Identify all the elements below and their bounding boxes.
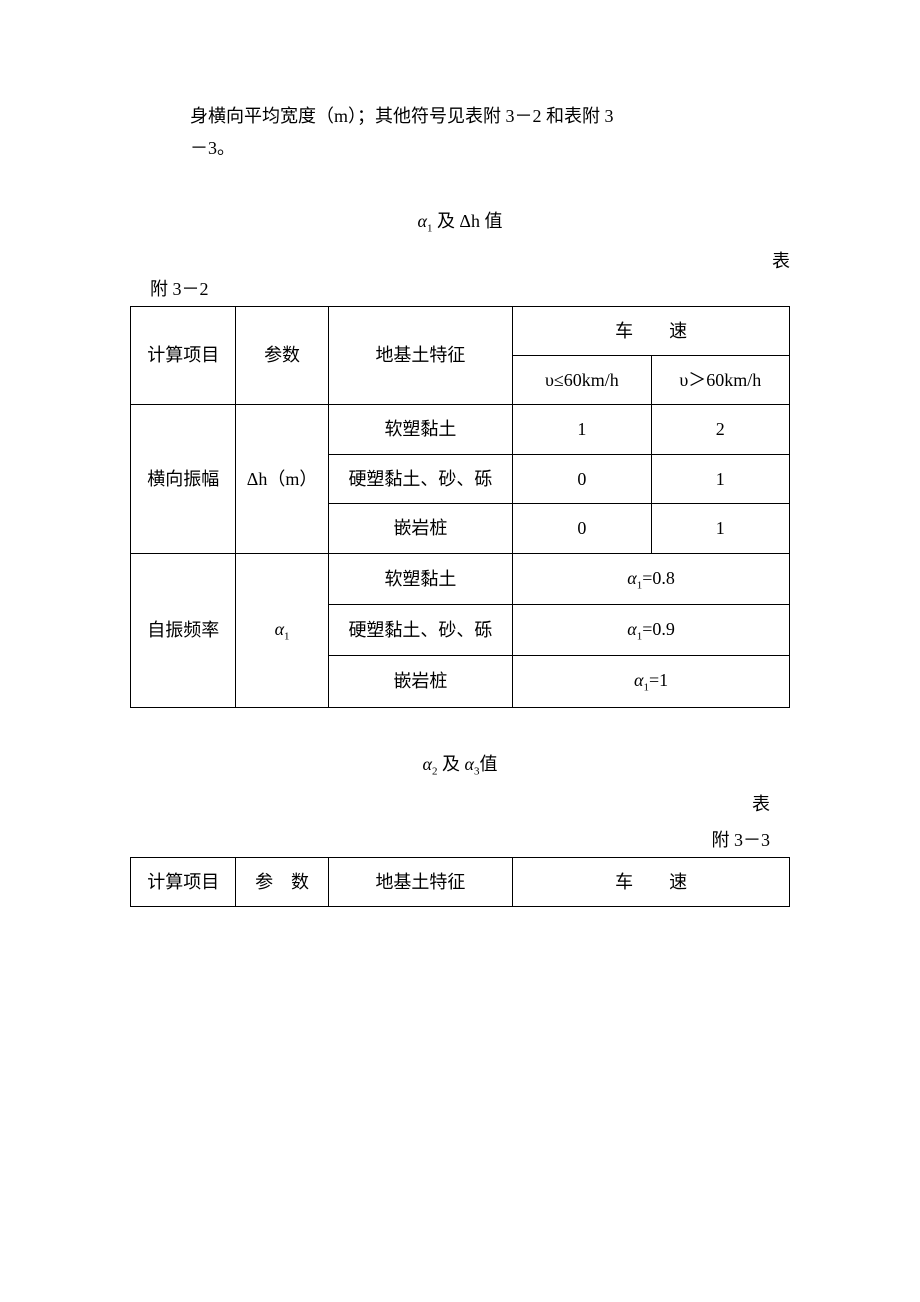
- table-row: 计算项目 参 数 地基土特征 车 速: [131, 857, 790, 906]
- cell: 1: [513, 405, 651, 454]
- table2-label-1: 表: [130, 788, 770, 820]
- col-header: 计算项目: [131, 306, 236, 405]
- intro-line1: 身横向平均宽度（m）；其他符号见表附 3－2 和表附 3: [190, 106, 614, 126]
- table1-title: α1 及 Δh 值: [130, 205, 790, 239]
- cell: α1=0.9: [513, 604, 790, 655]
- cell: α1: [236, 553, 328, 707]
- col-header: 车 速: [513, 857, 790, 906]
- table2-title: α2 及 α3值: [130, 748, 790, 782]
- cell: 2: [651, 405, 789, 454]
- col-header: 车 速: [513, 306, 790, 355]
- cell: 横向振幅: [131, 405, 236, 553]
- table-row: 横向振幅 Δh（m） 软塑黏土 1 2: [131, 405, 790, 454]
- col-header: υ≤60km/h: [513, 355, 651, 404]
- cell: 硬塑黏土、砂、砾: [328, 454, 513, 503]
- cell: α1=0.8: [513, 553, 790, 604]
- cell: 嵌岩桩: [328, 504, 513, 553]
- cell: 自振频率: [131, 553, 236, 707]
- intro-line2: －3。: [190, 138, 235, 158]
- table2-label-2: 附 3－3: [130, 824, 770, 856]
- col-header: 地基土特征: [328, 306, 513, 405]
- cell: Δh（m）: [236, 405, 328, 553]
- table1-label-left: 附 3－2: [150, 273, 790, 305]
- cell: 硬塑黏土、砂、砾: [328, 604, 513, 655]
- cell: 1: [651, 454, 789, 503]
- cell: 1: [651, 504, 789, 553]
- col-header: 参数: [236, 306, 328, 405]
- cell: α1=1: [513, 656, 790, 707]
- col-header: 计算项目: [131, 857, 236, 906]
- table2: 计算项目 参 数 地基土特征 车 速: [130, 857, 790, 907]
- col-header: 地基土特征: [328, 857, 513, 906]
- cell: 软塑黏土: [328, 405, 513, 454]
- intro-text: 身横向平均宽度（m）；其他符号见表附 3－2 和表附 3 －3。: [190, 100, 790, 165]
- cell: 嵌岩桩: [328, 656, 513, 707]
- cell: 0: [513, 454, 651, 503]
- cell: 软塑黏土: [328, 553, 513, 604]
- col-header: υ＞60km/h: [651, 355, 789, 404]
- cell: 0: [513, 504, 651, 553]
- col-header: 参 数: [236, 857, 328, 906]
- table1: 计算项目 参数 地基土特征 车 速 υ≤60km/h υ＞60km/h 横向振幅…: [130, 306, 790, 708]
- table1-label-right: 表: [772, 245, 790, 277]
- table-row: 自振频率 α1 软塑黏土 α1=0.8: [131, 553, 790, 604]
- table1-label-row: 表: [130, 245, 790, 273]
- table-row: 计算项目 参数 地基土特征 车 速: [131, 306, 790, 355]
